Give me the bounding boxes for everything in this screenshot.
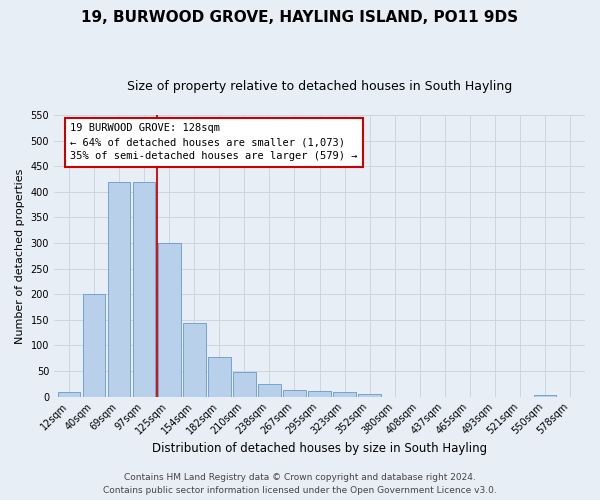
Bar: [308, 390, 331, 396]
Y-axis label: Number of detached properties: Number of detached properties: [15, 168, 25, 344]
Bar: [83, 294, 106, 396]
Bar: [208, 356, 230, 397]
Bar: [358, 394, 381, 396]
Bar: [233, 372, 256, 396]
Bar: [58, 392, 80, 396]
Bar: [283, 390, 306, 396]
Bar: [158, 243, 181, 396]
Bar: [333, 392, 356, 396]
Title: Size of property relative to detached houses in South Hayling: Size of property relative to detached ho…: [127, 80, 512, 93]
X-axis label: Distribution of detached houses by size in South Hayling: Distribution of detached houses by size …: [152, 442, 487, 455]
Bar: [133, 182, 155, 396]
Bar: [533, 395, 556, 396]
Text: Contains HM Land Registry data © Crown copyright and database right 2024.
Contai: Contains HM Land Registry data © Crown c…: [103, 474, 497, 495]
Text: 19, BURWOOD GROVE, HAYLING ISLAND, PO11 9DS: 19, BURWOOD GROVE, HAYLING ISLAND, PO11 …: [82, 10, 518, 25]
Bar: [258, 384, 281, 396]
Text: 19 BURWOOD GROVE: 128sqm
← 64% of detached houses are smaller (1,073)
35% of sem: 19 BURWOOD GROVE: 128sqm ← 64% of detach…: [70, 124, 358, 162]
Bar: [108, 182, 130, 396]
Bar: [183, 324, 206, 396]
